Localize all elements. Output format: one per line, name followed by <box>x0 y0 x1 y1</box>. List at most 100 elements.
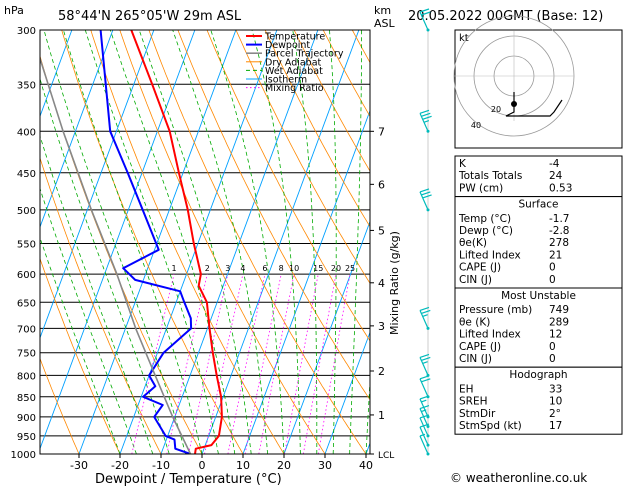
surface-table-row-value: 0 <box>549 274 556 286</box>
isotherm-line <box>78 30 237 454</box>
pressure-tick-label: 900 <box>17 413 36 424</box>
most-unstable-table-row-value: 0 <box>549 353 556 365</box>
wind-barb-flag <box>421 378 431 383</box>
hodograph-ring-label: 20 <box>491 105 501 114</box>
km-tick-label: 1 <box>378 409 385 422</box>
mixing-ratio-labels: 1 2 3 4 6 8 10 15 20 25 <box>171 264 355 273</box>
wet-adiabat-line <box>251 30 301 454</box>
x-tick-label: 40 <box>359 459 373 472</box>
wind-barb-dot <box>426 326 430 330</box>
wind-barb-half-flag <box>422 361 428 364</box>
isotherm-line <box>40 30 73 118</box>
surface-table-row-label: Dewp (°C) <box>459 225 513 237</box>
wet-adiabat-line <box>40 187 137 454</box>
dry-adiabat-line <box>40 357 80 454</box>
wind-barb-flag <box>419 306 430 311</box>
legend-label: Wet Adiabat <box>265 66 323 77</box>
mixing-ratio-line <box>188 274 229 454</box>
mixing-ratio-line <box>166 274 208 454</box>
mixing-ratio-line <box>284 274 319 454</box>
wind-barb <box>419 306 431 330</box>
mixing-ratio-label: 1 <box>171 264 176 273</box>
wind-barb-dot <box>426 395 430 399</box>
sounding-series <box>40 30 223 454</box>
pressure-tick-label: 600 <box>17 270 36 281</box>
surface-table-row-label: CIN (J) <box>459 274 492 286</box>
mixing-ratio-label: 3 <box>225 264 230 273</box>
x-tick-label: -20 <box>111 459 129 472</box>
isotherm-line <box>119 30 278 454</box>
location-title: 58°44'N 265°05'W 29m ASL <box>58 9 242 24</box>
surface-table-row-value: 0 <box>549 262 556 274</box>
wind-barb-half-flag <box>421 399 427 403</box>
height-km-ticks: 7 6 5 4 3 2 1 LCL <box>370 125 394 461</box>
most-unstable-table-row-value: 12 <box>549 329 562 341</box>
wind-barb-staff <box>419 435 429 455</box>
most-unstable-table-row-label: Lifted Index <box>459 329 521 341</box>
credit-footer: © weatheronline.co.uk <box>450 471 587 485</box>
isotherm-line <box>283 220 370 454</box>
wind-barb-flag <box>419 404 430 410</box>
wet-adiabat-line <box>63 30 203 454</box>
wind-barb-dot <box>426 452 430 456</box>
wet-adiabat-line <box>210 30 285 454</box>
wet-adiabat-line <box>138 30 252 454</box>
wind-barb-dot <box>426 415 430 419</box>
wind-barb-dot <box>426 208 430 212</box>
km-tick-label: 2 <box>378 365 385 378</box>
wind-barb-dot <box>426 129 430 133</box>
most-unstable-table-row-value: 0 <box>549 341 556 353</box>
mixing-ratio-line <box>303 274 337 454</box>
indices-table-box <box>454 155 623 198</box>
indices-table-row-value: -4 <box>549 158 560 170</box>
mixing-ratio-label: 15 <box>313 264 323 273</box>
isotherm-line <box>201 30 360 454</box>
x-tick-label: 30 <box>318 459 332 472</box>
dry-adiabat-line <box>40 257 121 454</box>
pressure-tick-label: 300 <box>17 26 36 37</box>
wind-barb-flag <box>421 11 431 16</box>
temperature-line <box>130 30 223 454</box>
surface-table-row-value: -1.7 <box>549 213 570 225</box>
wind-barb-flag <box>421 356 431 361</box>
mixing-ratio-line <box>317 274 351 454</box>
pressure-tick-label: 400 <box>17 127 36 138</box>
wet-adiabat-line <box>292 30 318 454</box>
mixing-ratio-label: 6 <box>262 264 267 273</box>
hodograph-table-row-label: SREH <box>459 396 488 408</box>
pressure-unit-label: hPa <box>4 4 24 17</box>
most-unstable-table-row-value: 749 <box>549 304 569 316</box>
wind-barb-dot <box>426 434 430 438</box>
most-unstable-table-row-label: θe (K) <box>459 316 490 328</box>
mixing-ratio-line <box>244 274 282 454</box>
dry-adiabat-line <box>119 30 326 454</box>
km-tick-label: 6 <box>378 178 385 191</box>
dry-adiabat-line <box>206 30 370 342</box>
plot-frame <box>39 29 371 455</box>
wind-barb-staff <box>419 417 429 437</box>
hodograph-table-row-value: 33 <box>549 383 562 395</box>
most-unstable-table-row-label: CIN (J) <box>459 353 492 365</box>
pressure-tick-label: 850 <box>17 393 36 404</box>
km-tick-label: LCL <box>378 451 394 461</box>
pressure-tick-label: 550 <box>17 239 36 250</box>
wind-barb <box>419 353 431 377</box>
pressure-tick-label: 450 <box>17 169 36 180</box>
isotherm-line <box>160 30 319 454</box>
km-tick-label: 3 <box>378 320 385 333</box>
wet-adiabat-line <box>329 30 337 454</box>
wind-barb-flag <box>419 353 430 358</box>
wind-barb-flag <box>422 194 432 199</box>
wet-adiabat-line <box>43 30 186 454</box>
surface-table-row-label: θe(K) <box>459 237 487 249</box>
isotherm-line <box>324 331 370 454</box>
hodograph-table-row-value: 17 <box>549 420 562 432</box>
isotherm-line <box>40 30 196 450</box>
x-tick-label: -30 <box>70 459 88 472</box>
wind-barb-dot <box>426 443 430 447</box>
wind-barb-flag <box>421 309 431 314</box>
mixing-ratio-label: 2 <box>205 264 210 273</box>
indices-table-row-value: 0.53 <box>549 182 572 194</box>
